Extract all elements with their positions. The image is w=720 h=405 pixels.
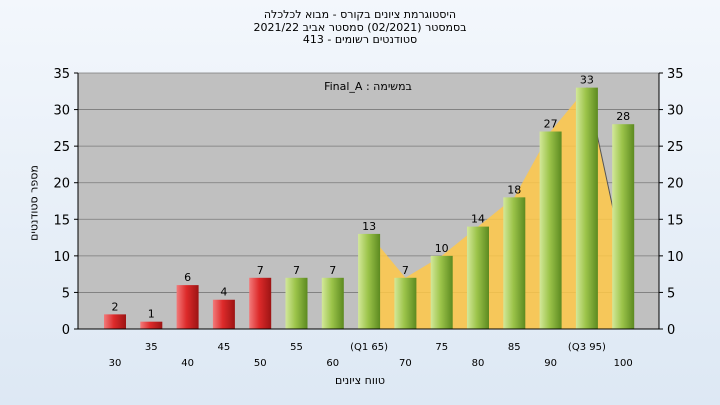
y-tick-label-right: 35 — [667, 67, 684, 82]
bar-85 — [503, 197, 526, 329]
data-label-85: 18 — [507, 183, 521, 196]
bar-95 — [575, 87, 598, 329]
x-tick-label-lower: 80 — [472, 358, 485, 369]
bar-45 — [212, 299, 235, 329]
x-tick-label-lower: 90 — [544, 358, 557, 369]
data-label-80: 14 — [471, 213, 485, 226]
bar-90 — [539, 131, 562, 329]
bar-40 — [176, 285, 199, 329]
y-tick-label-right: 10 — [667, 250, 684, 265]
bar-80 — [467, 226, 489, 329]
y-tick-label-left: 35 — [53, 67, 70, 82]
data-label-60: 7 — [329, 264, 336, 277]
bar-50 — [249, 277, 272, 329]
bar-75 — [430, 255, 453, 329]
x-tick-label-upper: (Q1 65) — [350, 342, 388, 353]
bar-55 — [285, 277, 308, 329]
data-label-95: 33 — [580, 74, 594, 87]
y-tick-label-right: 5 — [667, 286, 675, 301]
x-tick-label-upper: 45 — [218, 342, 231, 353]
x-tick-label-upper: 75 — [435, 342, 448, 353]
y-tick-label-right: 30 — [667, 104, 684, 119]
data-label-50: 7 — [257, 264, 264, 277]
bar-35 — [140, 321, 163, 329]
title-line-1: היסטוגרמת ציונים בקורס - מבוא לכלכלה — [263, 8, 457, 21]
y-tick-label-left: 0 — [62, 323, 70, 338]
data-label-75: 10 — [435, 242, 449, 255]
y-tick-label-left: 5 — [62, 286, 70, 301]
bar-70 — [394, 277, 417, 329]
x-tick-label-upper: (Q3 95) — [568, 342, 606, 353]
data-label-45: 4 — [220, 286, 227, 299]
data-labels-group: 2 1 6 4 7 7 7 13 7 10 14 18 27 33 28 — [112, 74, 631, 321]
data-label-100: 28 — [616, 110, 630, 123]
data-label-30: 2 — [112, 300, 119, 313]
chart-annotation: במשימה : Final_A — [324, 80, 412, 93]
x-tick-label-lower: 40 — [181, 358, 194, 369]
data-label-55: 7 — [293, 264, 300, 277]
y-axis-label: מספר סטודנטים — [27, 165, 41, 241]
x-tick-label-upper: 85 — [508, 342, 521, 353]
y-tick-label-right: 0 — [667, 323, 675, 338]
x-tick-label-upper: 55 — [290, 342, 303, 353]
y-tick-label-right: 25 — [667, 140, 684, 155]
x-tick-label-lower: 70 — [399, 358, 412, 369]
bar-60 — [321, 277, 344, 329]
y-tick-label-left: 30 — [53, 104, 70, 119]
bar-65 — [358, 233, 381, 329]
x-tick-label-lower: 60 — [326, 358, 339, 369]
x-axis-label: טווח ציונים — [335, 374, 385, 387]
y-tick-label-right: 15 — [667, 213, 684, 228]
y-tick-label-left: 10 — [53, 250, 70, 265]
data-label-35: 1 — [148, 308, 155, 321]
y-tick-label-left: 20 — [53, 177, 70, 192]
x-tick-label-lower: 30 — [109, 358, 122, 369]
bars-group — [104, 87, 635, 329]
bar-100 — [612, 124, 635, 329]
data-label-65: 13 — [362, 220, 376, 233]
y-tick-label-right: 20 — [667, 177, 684, 192]
title-line-2: בסמסטר (02/2021) סמסטר אביב 2021/22 — [253, 20, 467, 34]
x-tick-label-lower: 100 — [614, 358, 633, 369]
data-label-40: 6 — [184, 271, 191, 284]
y-tick-label-left: 25 — [53, 140, 70, 155]
data-label-90: 27 — [544, 118, 558, 131]
x-tick-label-lower: 50 — [254, 358, 267, 369]
y-tick-label-left: 15 — [53, 213, 70, 228]
data-label-70: 7 — [402, 264, 409, 277]
chart-title: היסטוגרמת ציונים בקורס - מבוא לכלכלה בסמ… — [0, 8, 720, 47]
title-line-3: סטודנטים רשומים - 413 — [302, 33, 418, 46]
bar-30 — [104, 314, 126, 329]
x-tick-label-upper: 35 — [145, 342, 158, 353]
